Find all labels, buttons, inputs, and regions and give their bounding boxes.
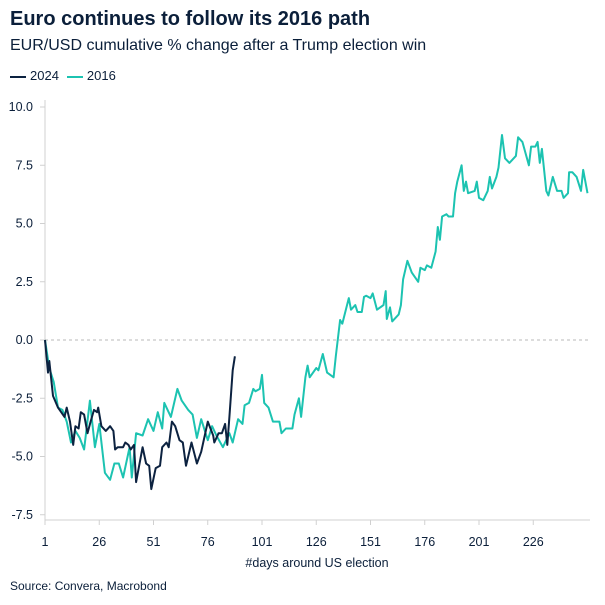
x-tick-label: 226 (523, 535, 544, 549)
x-tick-label: 126 (306, 535, 327, 549)
x-tick-label: 51 (147, 535, 161, 549)
x-axis-label: #days around US election (245, 556, 388, 570)
series-line-2024 (44, 339, 236, 491)
source-note: Source: Convera, Macrobond (10, 579, 167, 593)
x-tick-label: 26 (92, 535, 106, 549)
legend-item-2024: 2024 (10, 68, 59, 83)
x-tick-label: 1 (42, 535, 49, 549)
x-tick-label: 151 (360, 535, 381, 549)
series-line-2016 (44, 134, 589, 481)
legend-item-2016: 2016 (66, 68, 116, 83)
y-tick-label: 7.5 (16, 158, 33, 172)
legend: 2024 2016 (10, 68, 116, 83)
legend-label: 2016 (86, 68, 116, 83)
legend-label: 2024 (30, 68, 59, 83)
y-tick-label: -2.5 (11, 391, 33, 405)
y-tick-label: -7.5 (11, 508, 33, 522)
y-tick-label: 0.0 (16, 333, 33, 347)
y-tick-label: 5.0 (16, 217, 33, 231)
y-tick-label: 2.5 (16, 275, 33, 289)
y-tick-label: -5.0 (11, 450, 33, 464)
chart-title: Euro continues to follow its 2016 path (10, 8, 371, 30)
x-tick-label: 76 (201, 535, 215, 549)
legend-swatch (10, 75, 26, 78)
y-tick-label: 10.0 (9, 100, 33, 114)
legend-swatch (66, 75, 83, 78)
x-tick-label: 101 (252, 535, 273, 549)
chart-subtitle: EUR/USD cumulative % change after a Trum… (10, 37, 427, 54)
x-tick-label: 176 (414, 535, 435, 549)
x-tick-label: 201 (469, 535, 490, 549)
